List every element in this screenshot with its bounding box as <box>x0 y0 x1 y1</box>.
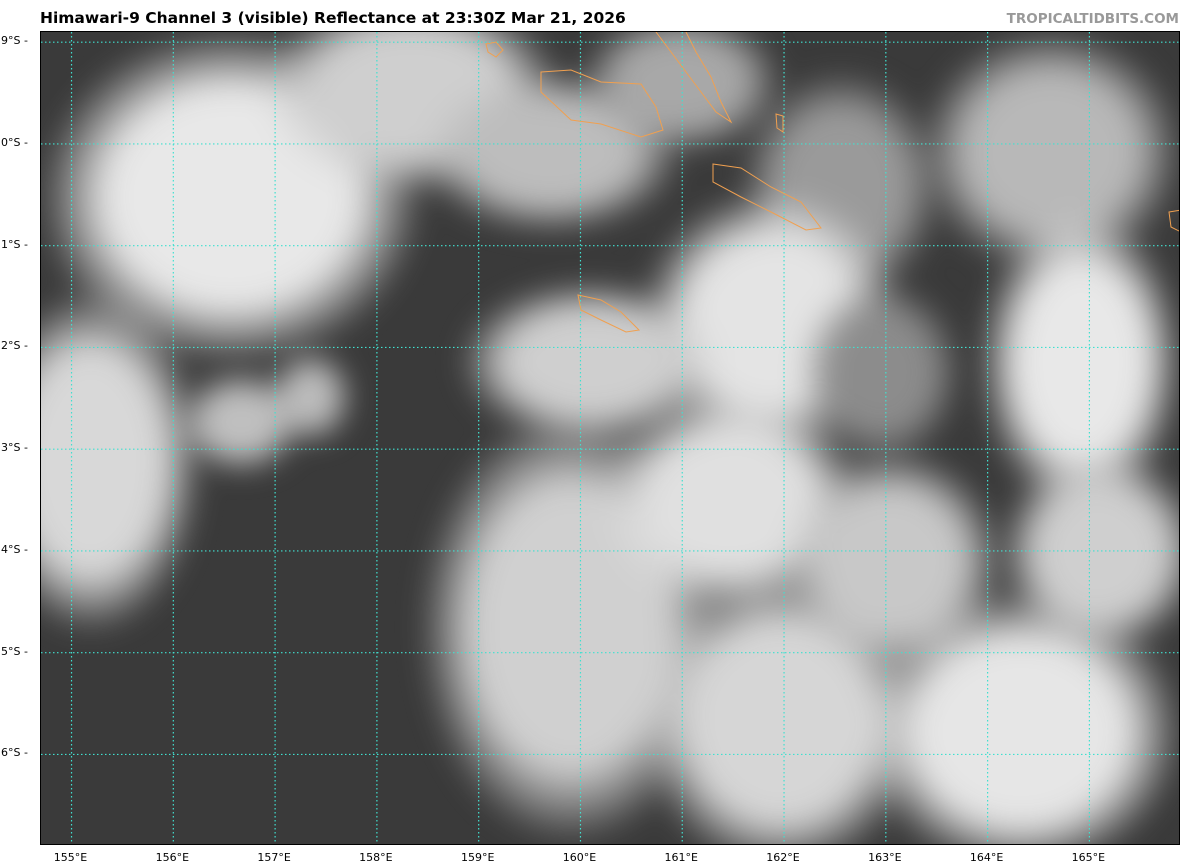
cloud-mass <box>1001 452 1179 652</box>
latitude-label: 11°S - <box>0 237 28 251</box>
cloud-mass <box>581 32 781 152</box>
latitude-label: 15°S - <box>0 644 28 658</box>
longitude-label: 159°E <box>460 851 495 864</box>
satellite-map <box>40 31 1180 845</box>
coastline <box>485 41 504 58</box>
latitude-label: 14°S - <box>0 542 28 556</box>
longitude-label: 161°E <box>664 851 698 864</box>
latitude-label: 9°S - <box>1 34 28 48</box>
longitude-label: 165°E <box>1071 851 1106 864</box>
map-title: Himawari-9 Channel 3 (visible) Reflectan… <box>40 9 626 27</box>
coastline <box>775 113 784 133</box>
longitude-label: 164°E <box>969 851 1004 864</box>
credit-watermark: TROPICALTIDBITS.COM <box>1006 11 1179 27</box>
cloud-imagery <box>41 32 1179 844</box>
longitude-label: 162°E <box>766 851 800 864</box>
longitude-label: 158°E <box>359 851 393 864</box>
longitude-label: 157°E <box>257 851 291 864</box>
latitude-label: 10°S - <box>0 135 28 149</box>
latitude-label: 13°S - <box>0 441 28 455</box>
latitude-label: 16°S - <box>0 746 28 760</box>
coastline <box>712 163 822 231</box>
coastline <box>1168 209 1179 232</box>
coastline <box>577 294 641 333</box>
map-overlay <box>41 32 1179 844</box>
longitude-label: 156°E <box>155 851 190 864</box>
cloud-mass <box>271 352 351 442</box>
latitude-label: 12°S - <box>0 339 28 353</box>
coastline <box>540 69 664 138</box>
longitude-label: 163°E <box>868 851 902 864</box>
longitude-label: 160°E <box>562 851 597 864</box>
cloud-mass <box>801 282 961 462</box>
longitude-label: 155°E <box>53 851 88 864</box>
coastline <box>655 32 733 124</box>
